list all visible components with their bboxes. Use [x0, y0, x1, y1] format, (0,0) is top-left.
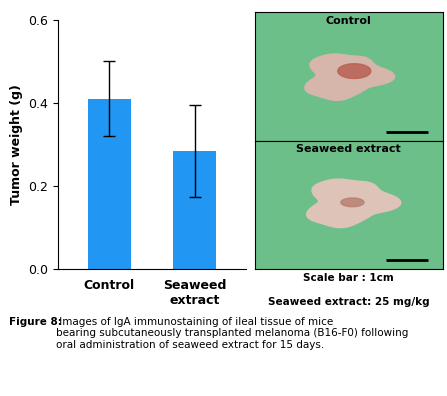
Text: Control: Control [326, 16, 371, 26]
Polygon shape [305, 54, 395, 100]
Y-axis label: Tumor weight (g): Tumor weight (g) [10, 84, 23, 205]
Polygon shape [341, 198, 364, 207]
Bar [173, 151, 216, 269]
Polygon shape [307, 179, 401, 228]
Polygon shape [338, 64, 371, 78]
Text: Figure 8:: Figure 8: [9, 317, 62, 327]
Text: Scale bar : 1cm: Scale bar : 1cm [303, 273, 394, 283]
Text: Images of IgA immunostaining of ileal tissue of mice
bearing subcutaneously tran: Images of IgA immunostaining of ileal ti… [56, 317, 408, 350]
Bar [88, 99, 131, 269]
Text: Seaweed extract: Seaweed extract [296, 145, 401, 154]
Text: Seaweed extract: 25 mg/kg: Seaweed extract: 25 mg/kg [268, 297, 430, 307]
